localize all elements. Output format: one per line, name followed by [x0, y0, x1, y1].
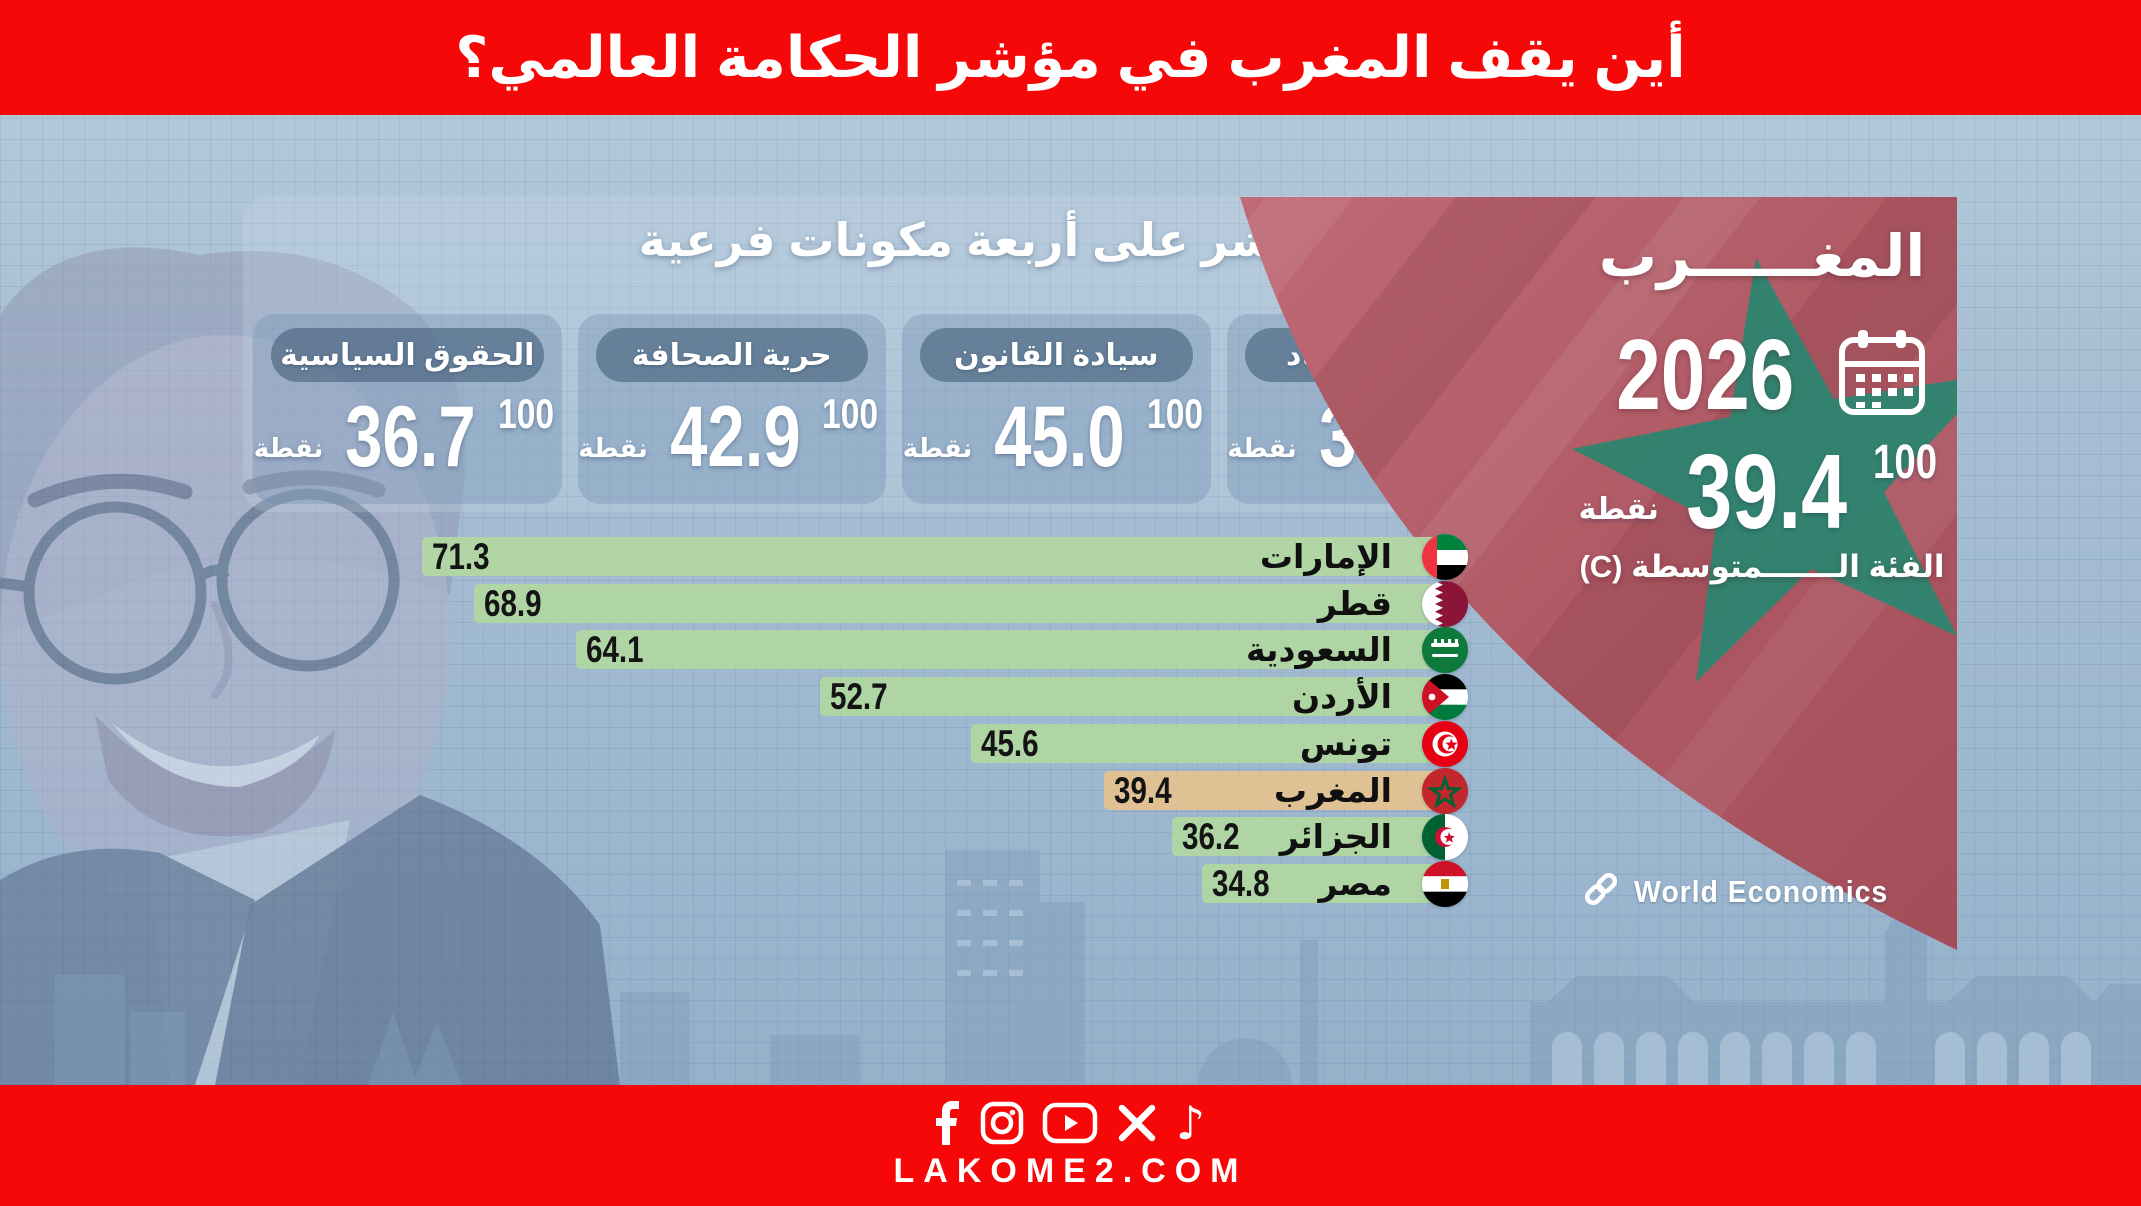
- components-panel: يرتكز المؤشر على أربعة مكونات فرعية الحق…: [243, 196, 1562, 512]
- country-flag-icon: [1422, 674, 1468, 720]
- component-score: نقطة 36.7 100: [253, 389, 562, 485]
- chart-row: 45.6 تونس: [300, 721, 1468, 767]
- component-unit: نقطة: [578, 433, 648, 463]
- country-label: مصر: [1318, 865, 1392, 902]
- score-unit: نقطة: [1578, 493, 1659, 526]
- component-unit: نقطة: [902, 433, 973, 463]
- component-label: حرية الصحافة: [595, 328, 868, 382]
- component-value: 34.2: [1318, 389, 1450, 485]
- panel-subtitle: يرتكز المؤشر على أربعة مكونات فرعية: [638, 213, 1500, 266]
- facebook-icon[interactable]: [935, 1101, 962, 1145]
- year-value: 2026: [1616, 318, 1794, 431]
- component-cards: الحقوق السياسية نقطة 36.7 100 حرية الصحا…: [253, 314, 1535, 504]
- country-flag-icon: [1422, 534, 1468, 580]
- score-value: 39.4: [1686, 433, 1848, 551]
- chart-row: 34.8 مصر: [300, 861, 1468, 907]
- country-flag-icon: [1422, 768, 1468, 814]
- component-value: 42.9: [669, 389, 801, 485]
- source-label: World Economics: [1634, 873, 1889, 909]
- bar-value: 68.9: [484, 582, 542, 624]
- component-score: نقطة 34.2 100: [1227, 389, 1536, 485]
- panel-subtitle-row: يرتكز المؤشر على أربعة مكونات فرعية: [243, 212, 1755, 267]
- chart-row: 64.1 السعودية: [300, 627, 1468, 673]
- country-flag-icon: [1422, 814, 1468, 860]
- rising-chart-icon: [1515, 212, 1569, 267]
- score-bar: 68.9: [474, 582, 1448, 624]
- component-card: سيادة القانون نقطة 45.0 100: [902, 314, 1211, 504]
- country-label: الأردن: [1292, 678, 1392, 715]
- score-category: الفئة الـــــــمتوسطة (C): [1579, 549, 1945, 584]
- component-unit: نقطة: [1227, 433, 1297, 463]
- social-icons-row: ♪: [935, 1096, 1206, 1150]
- component-card: إدراك الفساد نقطة 34.2 100: [1226, 314, 1536, 504]
- chart-row: 39.4 المغرب: [300, 768, 1468, 814]
- bar-value: 71.3: [432, 535, 490, 577]
- chart-row: 52.7 الأردن: [300, 674, 1468, 720]
- header-bar: أين يقف المغرب في مؤشر الحكامة العالمي؟: [0, 0, 2141, 115]
- chart-row: 68.9 قطر: [300, 581, 1468, 627]
- component-label: الحقوق السياسية: [271, 328, 544, 382]
- country-flag-icon: [1422, 581, 1468, 627]
- calendar-icon: [1834, 324, 1930, 425]
- country-label: السعودية: [1246, 631, 1392, 668]
- bar-value: 64.1: [586, 628, 644, 670]
- bar-value: 36.2: [1182, 815, 1240, 857]
- country-flag-icon: [1422, 721, 1468, 767]
- bar-value: 52.7: [830, 675, 888, 717]
- governance-bar-chart: 71.3 الإمارات 68.9 قطر 64.1 السعودية 52.…: [300, 534, 1468, 915]
- chart-row: 71.3 الإمارات: [300, 534, 1468, 580]
- instagram-icon[interactable]: [980, 1101, 1024, 1145]
- music-note-icon[interactable]: ♪: [1175, 1096, 1206, 1150]
- source-attribution: World Economics: [1582, 870, 1910, 913]
- page-title: أين يقف المغرب في مؤشر الحكامة العالمي؟: [455, 25, 1686, 90]
- link-icon: [1582, 870, 1620, 913]
- bar-value: 34.8: [1212, 862, 1270, 904]
- year-row: 2026: [1594, 324, 1930, 425]
- morocco-score: نقطة 39.4 100: [1578, 433, 1946, 551]
- score-max: 100: [1873, 436, 1938, 489]
- country-label: قطر: [1317, 585, 1392, 622]
- component-value: 36.7: [345, 389, 476, 485]
- component-max: 100: [1146, 390, 1203, 437]
- component-max: 100: [1471, 390, 1528, 437]
- youtube-icon[interactable]: [1042, 1102, 1098, 1144]
- country-label: الإمارات: [1259, 538, 1392, 575]
- component-unit: نقطة: [253, 433, 324, 463]
- country-flag-icon: [1422, 861, 1468, 907]
- component-card: حرية الصحافة نقطة 42.9 100: [577, 314, 887, 504]
- site-url[interactable]: LAKOME2.COM: [893, 1152, 1248, 1190]
- component-score: نقطة 42.9 100: [578, 389, 887, 485]
- component-label: إدراك الفساد: [1244, 328, 1517, 382]
- component-max: 100: [822, 390, 879, 437]
- footer-bar: ♪ LAKOME2.COM: [0, 1085, 2141, 1206]
- x-twitter-icon[interactable]: [1116, 1102, 1158, 1144]
- component-max: 100: [497, 390, 554, 437]
- chart-row: 36.2 الجزائر: [300, 814, 1468, 860]
- bar-value: 45.6: [981, 722, 1039, 764]
- bar-value: 39.4: [1114, 769, 1172, 811]
- country-label: الجزائر: [1279, 818, 1392, 855]
- country-label: المغرب: [1273, 772, 1392, 809]
- country-label: تونس: [1299, 725, 1392, 762]
- component-card: الحقوق السياسية نقطة 36.7 100: [253, 314, 562, 504]
- component-value: 45.0: [994, 389, 1125, 485]
- component-label: سيادة القانون: [920, 328, 1193, 382]
- country-flag-icon: [1422, 627, 1468, 673]
- component-score: نقطة 45.0 100: [902, 389, 1211, 485]
- morocco-title: المغــــــرب: [1598, 224, 1926, 289]
- morocco-score-panel: المغــــــرب 2026 نقطة 39.4: [1572, 222, 1952, 585]
